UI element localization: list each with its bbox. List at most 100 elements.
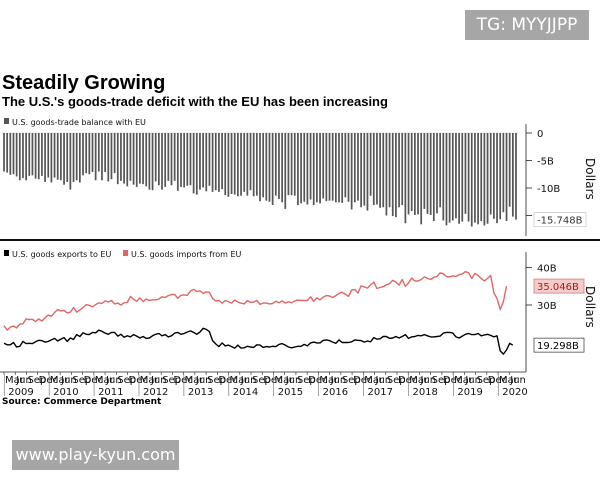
x-month-label: Mar <box>499 375 519 386</box>
balance-bar <box>88 133 91 175</box>
balance-bar <box>458 133 460 224</box>
balance-bar <box>180 133 182 187</box>
x-month-label: Dec <box>443 375 462 386</box>
x-year-label: 2018 <box>412 387 437 398</box>
x-month-label: Mar <box>409 375 429 386</box>
balance-bar <box>116 133 119 185</box>
balance-bar <box>252 133 255 197</box>
balance-bar <box>350 133 353 210</box>
x-month-label: Mar <box>274 375 294 386</box>
balance-bar <box>511 133 514 217</box>
x-year-label: 2012 <box>143 387 168 398</box>
x-year-label: 2011 <box>98 387 123 398</box>
balance-bar <box>12 133 15 175</box>
balance-bar <box>145 133 148 187</box>
x-year-label: 2009 <box>8 387 33 398</box>
x-month-label: Jun <box>375 375 392 386</box>
legend-imports-label: U.S. goods imports from EU <box>131 250 242 259</box>
balance-bar <box>316 133 318 203</box>
x-month-label: Jun <box>330 375 347 386</box>
balance-bar <box>426 133 429 214</box>
balance-bar <box>126 133 129 187</box>
x-month-label: Mar <box>50 375 70 386</box>
x-month-label: Jun <box>105 375 122 386</box>
x-month-label: Dec <box>39 375 58 386</box>
balance-bar <box>91 133 94 173</box>
balance-bar <box>360 133 362 208</box>
balance-bar <box>505 133 508 221</box>
x-month-label: Dec <box>398 375 417 386</box>
balance-bar <box>214 133 217 191</box>
balance-bar <box>199 133 201 190</box>
balance-bar <box>202 133 204 188</box>
balance-bar <box>344 133 347 198</box>
balance-bar <box>388 133 391 208</box>
balance-bar <box>278 133 280 199</box>
balance-last-value-label: -15.748B <box>537 216 583 227</box>
balance-bar <box>480 133 483 221</box>
balance-bar <box>268 133 271 202</box>
top-ytick-label: 0 <box>537 129 543 140</box>
balance-bar <box>287 133 290 196</box>
balance-bar <box>262 133 265 198</box>
balance-bar <box>467 133 470 222</box>
balance-bar <box>309 133 312 200</box>
balance-bar <box>107 133 110 182</box>
x-month-label: Dec <box>218 375 237 386</box>
x-month-label: Sep <box>477 375 496 386</box>
x-month-label: Jun <box>419 375 436 386</box>
balance-bar <box>385 133 388 216</box>
balance-bar <box>47 133 50 178</box>
balance-bar <box>445 133 448 226</box>
balance-bar <box>176 133 179 191</box>
balance-bar <box>69 133 72 190</box>
balance-bar <box>398 133 400 208</box>
x-month-label: Sep <box>72 375 91 386</box>
balance-bar <box>205 133 208 192</box>
balance-bar <box>94 133 97 181</box>
balance-bar <box>78 133 81 183</box>
balance-bar <box>37 133 40 180</box>
imports-line <box>3 270 508 331</box>
bottom-ytick-label: 30B <box>537 301 557 312</box>
balance-bar <box>410 133 413 212</box>
balance-bar <box>322 133 325 199</box>
balance-bar <box>502 133 505 213</box>
balance-bar <box>325 133 328 202</box>
balance-bar <box>477 133 479 225</box>
x-month-label: Dec <box>308 375 327 386</box>
balance-bar <box>129 133 132 181</box>
balance-bar <box>451 133 454 221</box>
balance-bar <box>341 133 344 203</box>
balance-bar <box>3 133 5 172</box>
balance-bar <box>493 133 495 219</box>
balance-bar <box>483 133 486 226</box>
balance-bar <box>347 133 350 202</box>
x-month-label: Mar <box>364 375 384 386</box>
balance-bar <box>183 133 186 188</box>
x-year-label: 2010 <box>53 387 78 398</box>
balance-bar <box>407 133 410 215</box>
balance-bar <box>338 133 340 203</box>
legend-exports-label: U.S. goods exports to EU <box>12 250 111 259</box>
balance-bar <box>284 133 287 209</box>
balance-bar <box>75 133 78 181</box>
balance-bar <box>401 133 404 206</box>
x-month-label: Mar <box>5 375 25 386</box>
balance-bar <box>221 133 223 190</box>
chart-title: Steadily Growing <box>2 72 166 94</box>
balance-bar <box>259 133 261 202</box>
legend-balance-label: U.S. goods-trade balance with EU <box>12 118 146 127</box>
balance-bar <box>486 133 489 224</box>
balance-bar <box>195 133 198 195</box>
balance-bar <box>104 133 106 173</box>
x-month-label: Mar <box>454 375 474 386</box>
chart-subtitle: The U.S.'s goods-trade deficit with the … <box>2 94 388 109</box>
balance-bar <box>369 133 372 196</box>
balance-bar <box>436 133 438 214</box>
balance-bar <box>442 133 445 221</box>
balance-bar <box>72 133 75 182</box>
balance-bar <box>173 133 176 181</box>
x-month-label: Sep <box>297 375 316 386</box>
balance-bar <box>391 133 394 217</box>
